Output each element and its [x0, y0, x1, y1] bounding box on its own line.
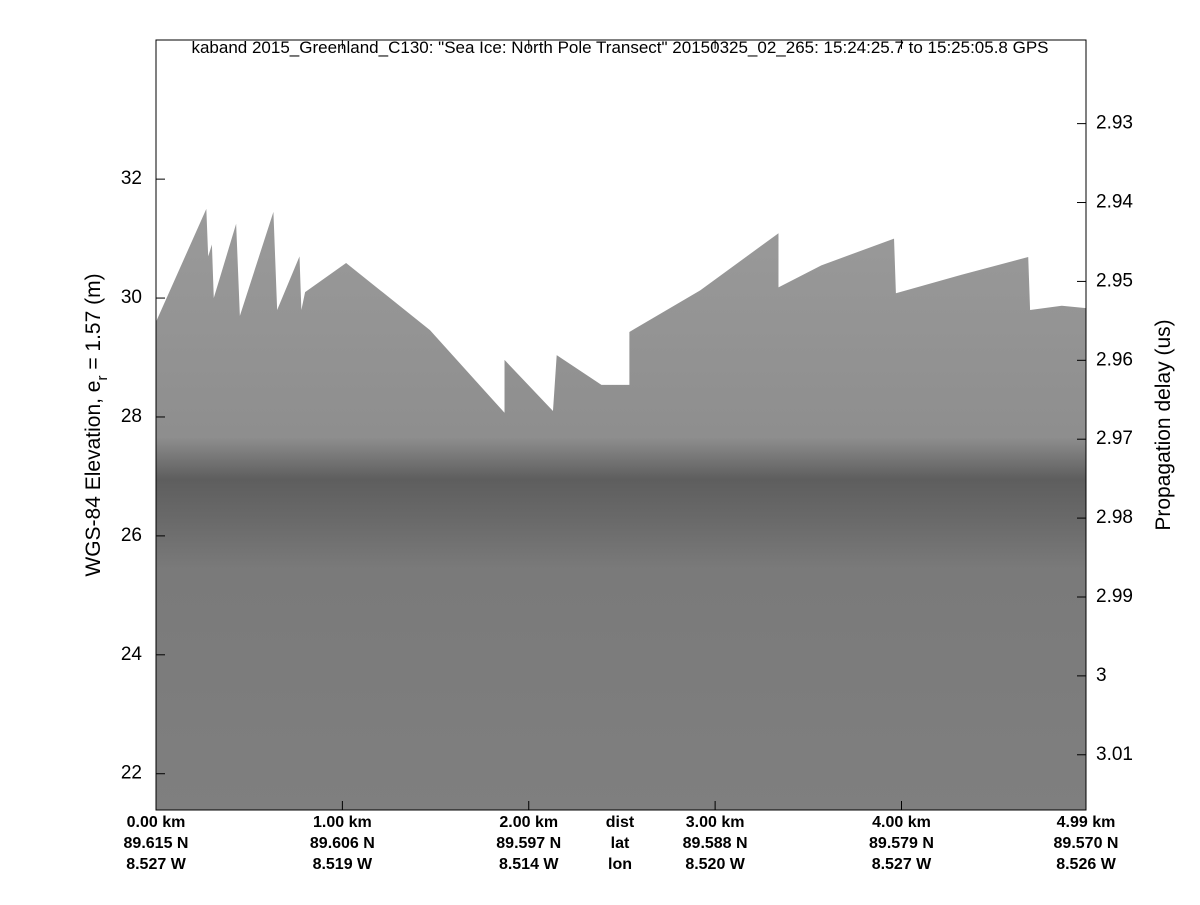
- y-axis-label-sub: r: [94, 376, 111, 381]
- x-tick-label: 2.00 km: [499, 814, 558, 831]
- y2-tick-label: 3.01: [1096, 744, 1133, 765]
- row-label: dist: [606, 814, 635, 831]
- x-tick-label: 1.00 km: [313, 814, 372, 831]
- y-tick-label: 32: [121, 168, 142, 189]
- chart-title: kaband 2015_Greenland_C130: "Sea Ice: No…: [191, 38, 1048, 57]
- lat-label: 89.588 N: [683, 835, 748, 852]
- x-tick-label: 3.00 km: [686, 814, 745, 831]
- lon-label: 8.519 W: [313, 856, 373, 873]
- lon-label: 8.527 W: [126, 856, 186, 873]
- lat-label: 89.606 N: [310, 835, 375, 852]
- lon-label: 8.526 W: [1056, 856, 1116, 873]
- lat-label: 89.570 N: [1054, 835, 1119, 852]
- y-tick-label: 24: [121, 644, 143, 665]
- lon-label: 8.514 W: [499, 856, 559, 873]
- y2-tick-label: 2.93: [1096, 113, 1133, 134]
- y2-tick-label: 3: [1096, 665, 1107, 686]
- y2-axis-label: Propagation delay (us): [1152, 319, 1175, 530]
- y-tick-label: 30: [121, 287, 142, 308]
- y2-tick-label: 2.94: [1096, 192, 1133, 213]
- lon-label: 8.527 W: [872, 856, 932, 873]
- x-tick-label: 4.00 km: [872, 814, 931, 831]
- y2-tick-label: 2.98: [1096, 507, 1133, 528]
- y-tick-label: 26: [121, 525, 142, 546]
- lat-label: 89.579 N: [869, 835, 934, 852]
- y-axis-label-main: WGS-84 Elevation, e: [82, 381, 105, 577]
- y2-tick-label: 2.97: [1096, 428, 1133, 449]
- echogram-surface: [156, 208, 1086, 810]
- row-label: lon: [608, 856, 632, 873]
- y2-tick-label: 2.99: [1096, 586, 1133, 607]
- plot-frame: [155, 39, 1087, 811]
- y-axis-label: WGS-84 Elevation, er = 1.57 (m): [82, 273, 111, 576]
- x-tick-label: 4.99 km: [1057, 814, 1116, 831]
- y-axis-label-rest: = 1.57 (m): [82, 273, 105, 375]
- y2-tick-label: 2.95: [1096, 270, 1133, 291]
- row-label: lat: [611, 835, 630, 852]
- lat-label: 89.615 N: [124, 835, 189, 852]
- x-tick-label: 0.00 km: [127, 814, 186, 831]
- y2-tick-label: 2.96: [1096, 349, 1133, 370]
- lat-label: 89.597 N: [496, 835, 561, 852]
- lon-label: 8.520 W: [685, 856, 745, 873]
- y-tick-label: 22: [121, 763, 142, 784]
- y-tick-label: 28: [121, 406, 142, 427]
